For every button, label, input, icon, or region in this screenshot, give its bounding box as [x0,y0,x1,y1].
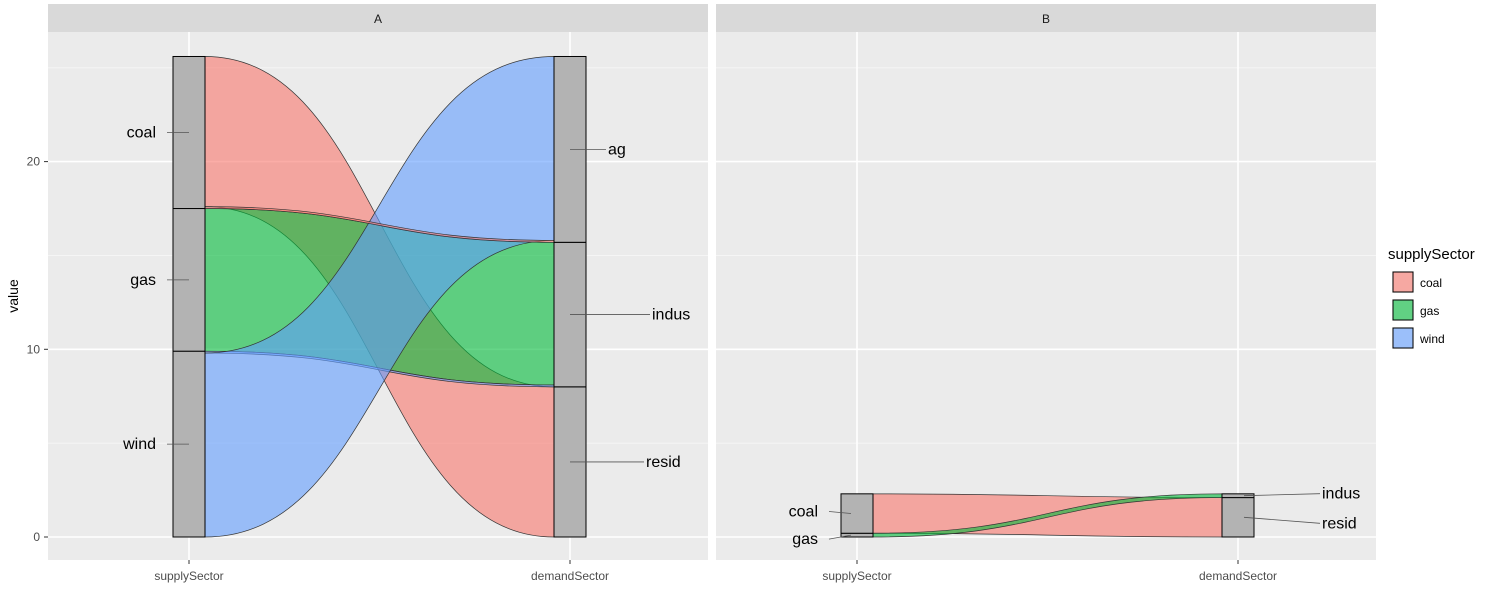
stratum-label-gas: gas [130,272,156,289]
y-tick-label: 10 [27,342,41,356]
panel-title: B [1042,12,1050,26]
stratum-label-indus: indus [652,307,690,324]
stratum-resid [1221,497,1255,538]
x-tick-label: demandSector [531,569,609,583]
stratum-label-resid: resid [646,454,681,471]
panel-strip [48,4,708,32]
legend-swatch-gas [1392,299,1414,321]
label-leader [828,534,852,540]
legend-label-coal: coal [1420,276,1442,290]
x-tick-label: supplySector [154,569,223,583]
panel-strip [716,4,1376,32]
stratum-label-indus: indus [1322,486,1360,503]
stratum-label-wind: wind [122,436,156,453]
x-tick-label: supplySector [822,569,891,583]
stratum-coal [840,493,874,534]
label-leader [1243,516,1321,524]
legend-label-wind: wind [1419,332,1445,346]
legend-swatch-coal [1392,271,1414,293]
label-leader [828,511,852,514]
y-tick-label: 0 [33,530,40,544]
stratum-label-coal: coal [127,125,156,142]
panel-background [716,32,1376,560]
legend: supplySector coal gas wind [1388,246,1475,349]
label-leader [1243,493,1321,497]
legend-label-gas: gas [1420,304,1439,318]
legend-swatch-wind [1392,327,1414,349]
y-tick-label: 20 [27,155,41,169]
y-axis-label: value [5,279,21,313]
stratum-label-gas: gas [792,531,818,548]
stratum-label-ag: ag [608,141,626,158]
legend-title: supplySector [1388,246,1475,263]
stratum-label-coal: coal [789,504,818,521]
x-tick-label: demandSector [1199,569,1277,583]
stratum-label-resid: resid [1322,515,1357,532]
panel-title: A [374,12,382,26]
